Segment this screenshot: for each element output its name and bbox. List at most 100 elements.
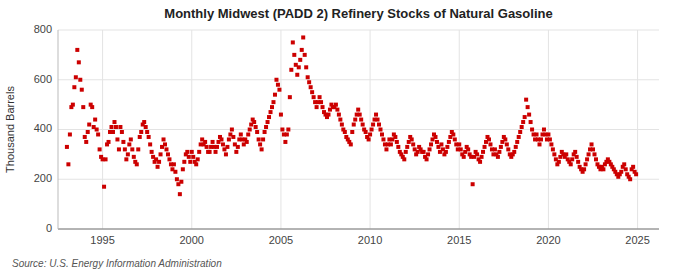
x-tick-label: 2000 [180, 234, 204, 246]
point [164, 147, 168, 151]
point [230, 128, 234, 132]
point [564, 152, 568, 156]
point [428, 147, 432, 151]
point [481, 150, 485, 154]
point [124, 157, 128, 161]
x-tick-label: 1995 [90, 234, 114, 246]
point [273, 93, 277, 97]
point [255, 130, 259, 134]
point [350, 130, 354, 134]
point [622, 162, 626, 166]
point [104, 157, 108, 161]
point [439, 142, 443, 146]
point [526, 105, 530, 109]
point [411, 142, 415, 146]
point [410, 137, 414, 141]
point [575, 155, 579, 159]
x-grid-line [102, 30, 103, 229]
point [285, 132, 289, 136]
point [72, 85, 76, 89]
point [254, 125, 258, 129]
x-grid-line [637, 30, 638, 229]
point [389, 142, 393, 146]
x-tick-label: 2015 [447, 234, 471, 246]
point [144, 125, 148, 129]
point [628, 177, 632, 181]
y-grid-line [58, 30, 659, 31]
point [475, 152, 479, 156]
point [162, 137, 166, 141]
point [546, 132, 550, 136]
y-tick-label: 600 [34, 73, 52, 85]
point [98, 147, 102, 151]
point [433, 135, 437, 139]
point [129, 137, 133, 141]
point [517, 135, 521, 139]
point [277, 88, 281, 92]
point [123, 147, 127, 151]
point [530, 128, 534, 132]
point [349, 142, 353, 146]
point [499, 145, 503, 149]
point [135, 162, 139, 166]
y-axis-label: Thousand Barrels [4, 86, 16, 173]
point [150, 150, 154, 154]
point [592, 152, 596, 156]
point [266, 120, 270, 124]
point [280, 128, 284, 132]
point [462, 155, 466, 159]
point [127, 142, 131, 146]
point [245, 140, 249, 144]
point [451, 132, 455, 136]
point [274, 78, 278, 82]
point [338, 118, 342, 122]
point [118, 125, 122, 129]
point [248, 128, 252, 132]
point [181, 167, 185, 171]
point [130, 147, 134, 151]
point [191, 155, 195, 159]
point [172, 162, 176, 166]
point [139, 130, 143, 134]
point [301, 35, 305, 39]
point [239, 132, 243, 136]
point [148, 142, 152, 146]
point [395, 140, 399, 144]
y-tick-label: 200 [34, 172, 52, 184]
point [157, 160, 161, 164]
point [65, 145, 69, 149]
point [381, 137, 385, 141]
point [221, 142, 225, 146]
point [444, 150, 448, 154]
point [96, 132, 100, 136]
point [523, 115, 527, 119]
point [309, 85, 313, 89]
point [552, 152, 556, 156]
x-tick-label: 2005 [269, 234, 293, 246]
x-grid-line [191, 30, 192, 229]
point [291, 40, 295, 44]
point [376, 118, 380, 122]
point [258, 142, 262, 146]
point [634, 172, 638, 176]
point [435, 140, 439, 144]
point [307, 80, 311, 84]
point [503, 137, 507, 141]
point [166, 152, 170, 156]
point [587, 152, 591, 156]
point [371, 123, 375, 127]
point [219, 137, 223, 141]
point [459, 147, 463, 151]
point [194, 162, 198, 166]
point [549, 142, 553, 146]
point [368, 132, 372, 136]
point [271, 100, 275, 104]
point [95, 128, 99, 132]
point [529, 120, 533, 124]
chart-svg: 0200400600800199520002005201020152020202… [0, 0, 675, 275]
point [227, 137, 231, 141]
point [512, 150, 516, 154]
point [480, 155, 484, 159]
point [422, 150, 426, 154]
x-axis-line [58, 229, 659, 230]
